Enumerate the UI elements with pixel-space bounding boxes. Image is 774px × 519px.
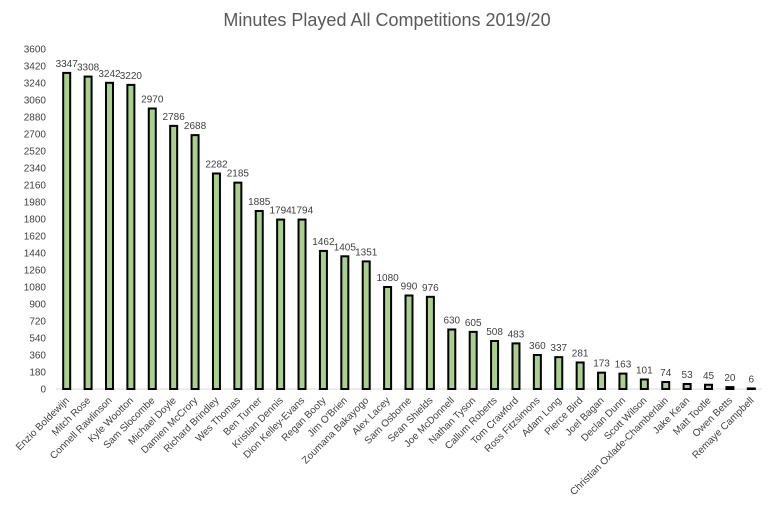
y-tick-label: 3600 <box>24 45 47 56</box>
bar <box>297 218 307 390</box>
bar <box>190 134 200 390</box>
y-tick-label: 540 <box>29 334 46 345</box>
chart-title: Minutes Played All Competitions 2019/20 <box>223 10 551 30</box>
data-label: 281 <box>572 348 589 359</box>
data-label: 976 <box>422 283 439 294</box>
bar <box>746 387 756 390</box>
y-tick-label: 180 <box>29 368 46 379</box>
y-tick-label: 2340 <box>24 164 47 175</box>
data-label: 101 <box>636 365 653 376</box>
bar <box>661 381 671 390</box>
bar <box>554 356 564 390</box>
bar <box>126 83 136 390</box>
bar <box>704 383 714 390</box>
data-label: 163 <box>615 360 632 371</box>
bar <box>104 81 114 391</box>
bar <box>211 172 221 390</box>
y-tick-label: 1440 <box>24 249 47 260</box>
y-tick-label: 2880 <box>24 113 47 124</box>
data-label: 1080 <box>376 273 399 284</box>
bar <box>532 354 542 390</box>
bar <box>169 124 179 390</box>
data-label: 2688 <box>184 121 207 132</box>
data-label: 1462 <box>312 237 335 248</box>
y-tick-label: 3420 <box>24 62 47 73</box>
y-tick-label: 1800 <box>24 215 47 226</box>
bar <box>147 107 157 390</box>
bar <box>383 286 393 390</box>
data-label: 1405 <box>334 242 357 253</box>
y-tick-label: 1980 <box>24 198 47 209</box>
y-tick-label: 720 <box>29 317 46 328</box>
y-tick-label: 2520 <box>24 147 47 158</box>
data-label: 990 <box>401 282 418 293</box>
data-label: 630 <box>443 316 460 327</box>
bar <box>618 372 628 391</box>
y-tick-label: 2160 <box>24 181 47 192</box>
bar <box>725 386 735 391</box>
bar <box>468 330 478 391</box>
y-tick-label: 0 <box>40 385 46 396</box>
bar <box>318 249 328 390</box>
bar <box>276 218 286 390</box>
data-label: 2282 <box>205 159 228 170</box>
bar <box>62 71 72 391</box>
y-tick-label: 900 <box>29 300 46 311</box>
bar <box>340 255 350 390</box>
bar <box>254 209 264 390</box>
data-label: 1351 <box>355 247 378 258</box>
data-label: 1794 <box>291 206 314 217</box>
bar <box>639 378 649 391</box>
data-label: 74 <box>660 368 672 379</box>
data-label: 2786 <box>163 112 186 123</box>
bar <box>233 181 243 390</box>
bar <box>597 371 607 390</box>
bar <box>490 340 500 390</box>
y-tick-label: 1620 <box>24 232 47 243</box>
y-tick-label: 3060 <box>24 96 47 107</box>
bar <box>575 361 585 391</box>
data-label: 2185 <box>227 169 250 180</box>
data-label: 3242 <box>98 69 121 80</box>
data-label: 483 <box>508 329 525 340</box>
data-label: 508 <box>486 327 503 338</box>
data-label: 20 <box>724 373 736 384</box>
data-label: 173 <box>593 359 610 370</box>
data-label: 1794 <box>270 206 293 217</box>
data-label: 337 <box>550 343 567 354</box>
data-label: 360 <box>529 341 546 352</box>
bar <box>447 328 457 390</box>
y-tick-label: 1260 <box>24 266 47 277</box>
data-label: 3347 <box>56 59 79 70</box>
y-tick-label: 360 <box>29 351 46 362</box>
data-label: 3220 <box>120 71 143 82</box>
data-label: 605 <box>465 318 482 329</box>
data-label: 1885 <box>248 197 271 208</box>
data-label: 45 <box>703 371 715 382</box>
bar <box>511 342 521 390</box>
data-label: 53 <box>682 370 694 381</box>
bar <box>361 260 371 390</box>
bar <box>404 294 414 390</box>
data-label: 6 <box>749 374 755 385</box>
data-label: 2970 <box>141 95 164 106</box>
data-label: 3308 <box>77 63 100 74</box>
bar <box>682 382 692 391</box>
y-tick-label: 3240 <box>24 79 47 90</box>
bar <box>83 75 93 390</box>
bar <box>425 295 435 391</box>
y-tick-label: 1080 <box>24 283 47 294</box>
y-tick-label: 2700 <box>24 130 47 141</box>
